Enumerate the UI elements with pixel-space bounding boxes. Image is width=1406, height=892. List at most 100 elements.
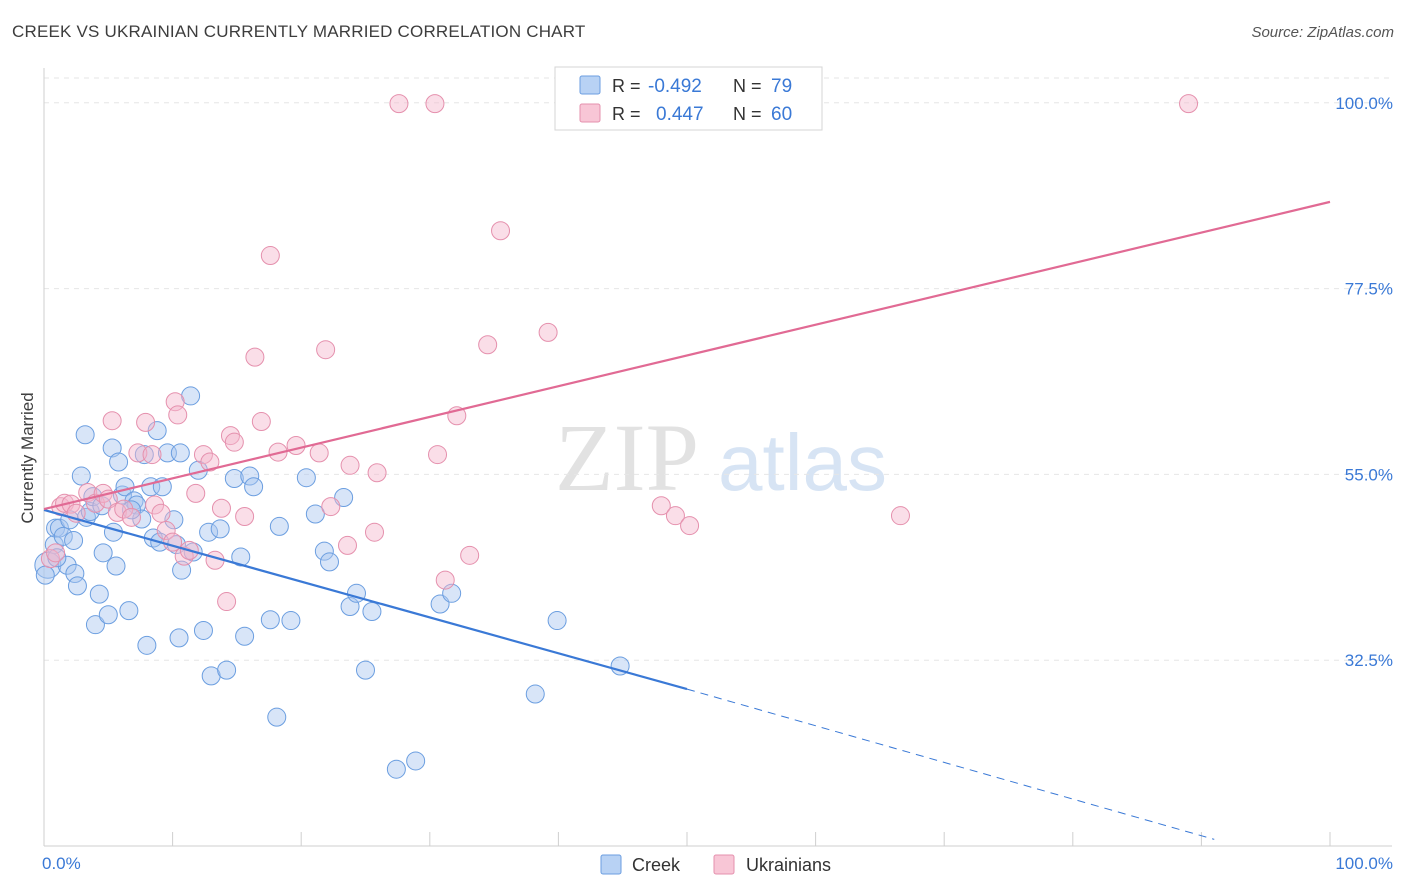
x-tick-label-min: 0.0%	[42, 854, 81, 873]
legend-ukrainians-r-value: 0.447	[656, 104, 704, 125]
creek-point	[547, 611, 567, 631]
creek-point	[170, 443, 190, 463]
ukrainians-point	[651, 496, 671, 516]
ukrainians-point	[538, 322, 558, 342]
ukrainians-trend-line	[43, 200, 1331, 511]
watermark-atlas: atlas	[718, 418, 887, 507]
creek-point	[406, 751, 426, 771]
creek-point	[89, 584, 109, 604]
creek-point	[193, 620, 213, 640]
creek-point	[67, 576, 87, 596]
creek-point	[169, 628, 189, 648]
creek-point	[210, 519, 230, 539]
creek-trend-extension	[686, 688, 1215, 840]
creek-point	[75, 425, 95, 445]
ukrainians-point	[365, 522, 385, 542]
creek-point	[199, 522, 219, 542]
bottom-legend-ukrainians-swatch	[713, 854, 735, 875]
ukrainians-point	[235, 507, 255, 527]
legend-creek-n-value: 79	[771, 76, 792, 97]
creek-point	[57, 555, 77, 575]
ukrainians-point	[156, 521, 176, 541]
creek-point	[296, 468, 316, 488]
ukrainians-point	[286, 435, 306, 455]
creek-point	[64, 530, 84, 550]
legend-creek-r-label: R =	[612, 76, 641, 96]
y-tick-label: 100.0%	[1335, 94, 1393, 113]
y-tick-label: 55.0%	[1345, 465, 1393, 484]
creek-point	[65, 563, 85, 583]
ukrainians-point	[102, 411, 122, 431]
creek-point	[362, 601, 382, 621]
creek-point	[71, 466, 91, 486]
creek-point	[76, 507, 96, 527]
ukrainians-point	[186, 483, 206, 503]
creek-point	[137, 635, 157, 655]
ukrainians-point	[168, 405, 188, 425]
ukrainians-point	[460, 545, 480, 565]
creek-point	[53, 526, 73, 546]
ukrainians-point	[367, 463, 387, 483]
bottom-legend-ukrainians-label: Ukrainians	[746, 855, 831, 875]
ukrainians-point	[136, 412, 156, 432]
legend-ukrainians-r-label: R =	[612, 104, 641, 124]
ukrainians-point	[428, 445, 448, 465]
creek-point	[260, 610, 280, 630]
ukrainians-point	[40, 549, 60, 569]
creek-point	[356, 660, 375, 680]
bottom-legend-creek-swatch	[600, 854, 622, 875]
ukrainians-point	[142, 445, 162, 465]
ukrainians-point	[680, 516, 700, 536]
y-axis-label: Currently Married	[18, 392, 37, 523]
creek-points	[34, 386, 630, 779]
creek-point	[525, 684, 545, 704]
ukrainians-point	[478, 335, 498, 355]
ukrainians-point	[245, 347, 265, 367]
gridlines	[44, 77, 1392, 661]
ukrainians-point	[340, 455, 360, 475]
creek-point	[267, 707, 287, 727]
creek-point	[224, 469, 244, 489]
ukrainians-point	[665, 506, 685, 526]
ukrainians-point	[151, 503, 171, 523]
creek-point	[240, 466, 260, 486]
ukrainians-point	[890, 506, 910, 526]
creek-point	[305, 504, 325, 524]
creek-point	[102, 438, 122, 458]
creek-point	[119, 601, 139, 621]
correlation-legend: R = -0.492 N = 79 R = 0.447 N = 60	[554, 66, 823, 131]
trend-lines	[43, 200, 1331, 840]
legend-ukrainians-n-value: 60	[771, 104, 792, 125]
creek-point	[269, 516, 289, 536]
creek-point	[121, 500, 141, 520]
creek-point	[314, 541, 334, 561]
series-legend: Creek Ukrainians	[600, 854, 831, 875]
ukrainians-point	[251, 412, 271, 432]
bottom-legend-creek-label: Creek	[632, 855, 681, 875]
x-ticks	[172, 832, 1331, 846]
ukrainians-point	[114, 499, 134, 519]
ukrainians-point	[128, 443, 148, 463]
creek-point	[386, 759, 406, 779]
ukrainians-point	[200, 452, 220, 472]
legend-creek-swatch	[579, 75, 601, 95]
legend-ukrainians-n-label: N =	[733, 104, 762, 124]
source-label: Source: ZipAtlas.com	[1251, 24, 1394, 41]
creek-point	[134, 445, 154, 465]
creek-point	[244, 477, 264, 497]
ukrainians-point	[491, 221, 511, 241]
ukrainians-point	[389, 94, 409, 114]
creek-point	[35, 565, 55, 585]
legend-ukrainians-swatch	[579, 103, 601, 123]
creek-point	[93, 543, 113, 563]
creek-point	[98, 605, 118, 625]
x-tick-label-max: 100.0%	[1335, 854, 1393, 873]
creek-trend-line	[43, 508, 688, 691]
creek-point	[334, 488, 354, 508]
ukrainians-point	[217, 592, 237, 612]
ukrainians-point	[425, 94, 445, 114]
creek-point	[319, 552, 339, 572]
ukrainians-point	[211, 498, 231, 518]
ukrainians-point	[1179, 94, 1199, 114]
ukrainians-point	[435, 570, 455, 590]
